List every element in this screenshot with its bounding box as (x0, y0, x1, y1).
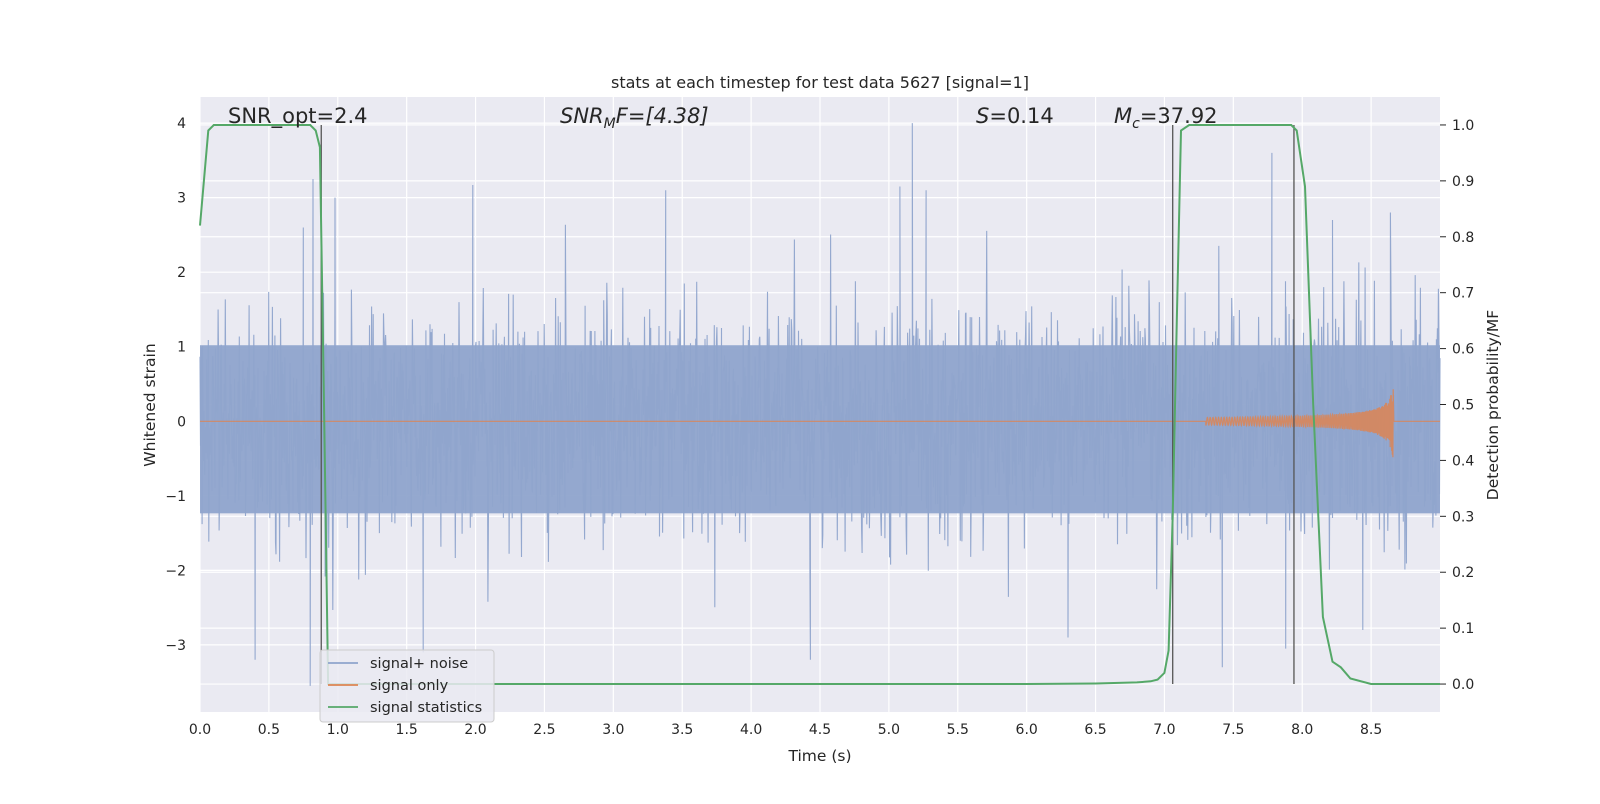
x-tick-label: 4.5 (809, 722, 831, 738)
annotation-s: S=0.14 (976, 104, 1054, 128)
annotation-snr-mf: SNRMF=[4.38] (560, 104, 709, 132)
noise-series (199, 123, 1441, 686)
x-tick-label: 1.5 (396, 722, 418, 738)
annotation-mc: Mc=37.92 (1114, 104, 1218, 132)
y-axis-label-right: Detection probability/MF (1484, 310, 1502, 501)
y-tick-label-left: 2 (177, 265, 186, 281)
y-tick-label-right: 0.8 (1452, 230, 1474, 246)
y-tick-label-right: 0.2 (1452, 565, 1474, 581)
legend-box (319, 649, 495, 723)
y-tick-label-left: 3 (177, 191, 186, 207)
legend-label-noise: signal+ noise (370, 656, 468, 672)
y-tick-label-right: 1.0 (1452, 118, 1474, 134)
y-tick-label-right: 0.0 (1452, 677, 1474, 693)
x-tick-label: 0.0 (189, 722, 211, 738)
x-tick-label: 2.5 (533, 722, 555, 738)
y-tick-label-left: 1 (177, 340, 186, 356)
x-tick-label: 6.5 (1084, 722, 1106, 738)
y-tick-label-left: −2 (165, 563, 186, 579)
legend: signal+ noise signal only signal statist… (319, 649, 495, 723)
y-tick-label-right: 0.1 (1452, 621, 1474, 637)
x-tick-label: 7.5 (1222, 722, 1244, 738)
x-tick-label: 8.5 (1360, 722, 1382, 738)
y-ticks-right: 0.0 0.1 0.2 0.3 0.4 0.5 0.6 0.7 0.8 0.9 1.0 (1440, 118, 1474, 693)
x-tick-label: 1.0 (327, 722, 349, 738)
x-axis-label: Time (s) (787, 747, 851, 765)
y-tick-label-left: −1 (165, 489, 186, 505)
y-tick-label-right: 0.6 (1452, 342, 1474, 358)
x-tick-label: 3.5 (671, 722, 693, 738)
y-tick-label-right: 0.4 (1452, 453, 1474, 469)
y-tick-label-left: 0 (177, 414, 186, 430)
chart-title: stats at each timestep for test data 562… (611, 73, 1029, 92)
x-ticks: 0.0 0.5 1.0 1.5 2.0 2.5 3.0 3.5 4.0 4.5 5.0 5.5 6.0 6… (189, 722, 1382, 738)
signal-only-series (200, 389, 1440, 458)
statistics-series (199, 124, 1440, 685)
x-tick-label: 0.5 (258, 722, 280, 738)
legend-label-signal: signal only (370, 678, 449, 694)
y-tick-label-right: 0.5 (1452, 398, 1474, 414)
annotation-snr-opt: SNR_opt=2.4 (228, 104, 368, 129)
y-tick-label-left: −3 (165, 638, 186, 654)
x-tick-label: 5.5 (947, 722, 969, 738)
y-tick-label-right: 0.3 (1452, 509, 1474, 525)
legend-label-statistics: signal statistics (370, 700, 482, 716)
y-tick-label-right: 0.7 (1452, 286, 1474, 302)
statistics-line (199, 124, 1440, 685)
x-tick-label: 5.0 (878, 722, 900, 738)
x-tick-label: 6.0 (1016, 722, 1038, 738)
x-tick-label: 8.0 (1291, 722, 1313, 738)
noise-core-band (200, 345, 1440, 514)
y-tick-label-right: 0.9 (1452, 174, 1474, 190)
x-tick-label: 3.0 (602, 722, 624, 738)
x-tick-label: 7.0 (1153, 722, 1175, 738)
y-tick-label-left: 4 (177, 116, 186, 132)
x-tick-label: 2.0 (464, 722, 486, 738)
signal-only-line (200, 389, 1440, 458)
y-axis-label-left: Whitened strain (141, 343, 159, 466)
x-tick-label: 4.0 (740, 722, 762, 738)
y-ticks-left: −3 −2 −1 0 1 2 3 4 (165, 116, 186, 654)
